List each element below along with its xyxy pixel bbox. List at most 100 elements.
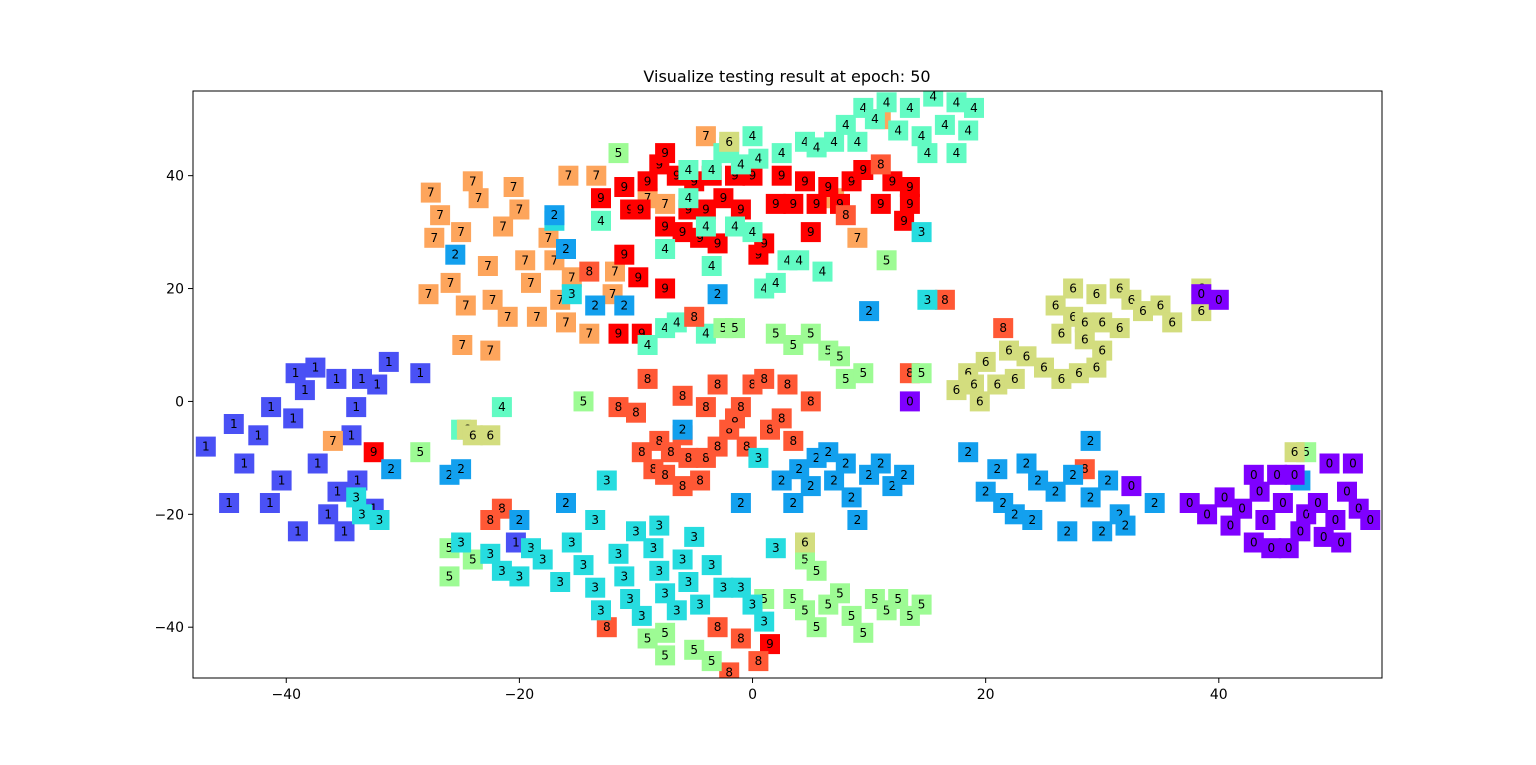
data-point-label: 3 xyxy=(615,547,623,561)
data-point-label: 5 xyxy=(772,327,780,341)
data-point-label: 7 xyxy=(475,191,483,205)
data-point-label: 1 xyxy=(254,428,262,442)
data-point: 7 xyxy=(521,272,541,293)
data-point-marker xyxy=(585,510,606,530)
data-point-marker xyxy=(480,340,501,361)
data-point: 6 xyxy=(1045,295,1066,316)
data-point-label: 0 xyxy=(906,394,914,408)
data-point: 4 xyxy=(923,91,944,107)
data-point-label: 9 xyxy=(906,180,914,194)
data-point: 4 xyxy=(806,137,827,158)
chart-title: Visualize testing result at epoch: 50 xyxy=(643,67,930,86)
data-point: 4 xyxy=(771,143,792,164)
data-point-label: 8 xyxy=(842,208,850,222)
data-point: 0 xyxy=(1179,493,1200,513)
data-point-label: 9 xyxy=(731,169,739,183)
y-tick-label: 0 xyxy=(175,394,184,410)
data-point-marker xyxy=(754,368,775,389)
data-point-marker xyxy=(783,335,804,355)
data-point-label: 6 xyxy=(993,378,1001,392)
data-point-marker xyxy=(1284,464,1305,485)
data-point: 3 xyxy=(509,566,530,587)
data-point-label: 3 xyxy=(632,524,640,538)
data-point-label: 4 xyxy=(894,124,902,138)
data-point-label: 5 xyxy=(615,146,623,160)
data-point-label: 5 xyxy=(731,321,739,335)
data-point: 6 xyxy=(1068,363,1089,384)
data-point: 1 xyxy=(318,504,339,525)
data-point: 6 xyxy=(1092,312,1113,333)
data-point-label: 9 xyxy=(749,169,757,183)
data-point: 7 xyxy=(515,250,536,271)
data-point: 0 xyxy=(1220,515,1241,536)
data-point: 7 xyxy=(526,306,547,327)
data-point: 8 xyxy=(660,442,681,463)
data-point-label: 8 xyxy=(778,411,786,425)
data-point: 1 xyxy=(271,470,292,491)
data-point: 8 xyxy=(993,318,1014,339)
data-point: 2 xyxy=(975,481,996,502)
data-point-label: 5 xyxy=(789,592,797,606)
data-point: 2 xyxy=(958,442,979,463)
data-point-marker xyxy=(1004,504,1025,525)
data-point-label: 8 xyxy=(877,157,885,171)
data-point: 0 xyxy=(1197,504,1218,525)
data-point-marker xyxy=(1342,453,1363,474)
data-point: 2 xyxy=(445,244,466,265)
data-point-marker xyxy=(1255,510,1276,530)
data-point-label: 6 xyxy=(1093,361,1101,375)
data-point-label: 3 xyxy=(457,536,465,550)
data-point-marker xyxy=(812,261,833,282)
data-point-label: 5 xyxy=(824,598,832,612)
data-point-label: 3 xyxy=(568,536,576,550)
data-point-marker xyxy=(1016,453,1037,474)
data-point-label: 9 xyxy=(766,637,774,651)
data-point-label: 0 xyxy=(1279,496,1287,510)
data-point-label: 9 xyxy=(755,248,763,262)
data-point-marker xyxy=(480,543,501,564)
data-point-marker xyxy=(800,476,821,497)
data-point: 0 xyxy=(1331,532,1352,553)
data-point-label: 9 xyxy=(634,270,642,284)
data-point-label: 4 xyxy=(702,327,710,341)
data-point-label: 9 xyxy=(900,214,908,228)
data-point: 6 xyxy=(1074,329,1095,350)
data-point-label: 4 xyxy=(772,276,780,290)
data-point-marker xyxy=(550,572,571,592)
data-point-marker xyxy=(672,385,693,406)
data-point: 3 xyxy=(585,510,606,530)
data-point-marker xyxy=(760,634,780,655)
data-point-marker xyxy=(1080,487,1101,508)
data-point-label: 2 xyxy=(1087,490,1095,504)
data-point-label: 1 xyxy=(416,366,424,380)
data-point: 0 xyxy=(1290,521,1311,542)
data-point-label: 3 xyxy=(580,558,588,572)
data-point: 5 xyxy=(911,363,932,384)
data-point-marker xyxy=(707,233,728,254)
data-point-label: 6 xyxy=(953,383,961,397)
data-point-marker xyxy=(477,256,498,276)
data-point-marker xyxy=(987,374,1008,395)
data-point-label: 8 xyxy=(685,451,693,465)
data-point-marker xyxy=(818,442,839,463)
data-point: 2 xyxy=(1004,504,1025,525)
data-point: 8 xyxy=(707,374,728,395)
data-point: 3 xyxy=(614,566,635,587)
data-point-marker xyxy=(544,205,565,226)
data-point: 3 xyxy=(748,447,769,468)
data-point: 0 xyxy=(1232,498,1253,519)
data-point-label: 2 xyxy=(824,445,832,459)
data-point-label: 6 xyxy=(1168,315,1176,329)
data-point: 0 xyxy=(1255,510,1276,530)
data-point: 8 xyxy=(695,397,716,418)
data-point-marker xyxy=(1267,464,1288,485)
data-point: 6 xyxy=(462,425,483,446)
data-point-marker xyxy=(730,493,751,513)
data-point: 2 xyxy=(556,239,576,259)
data-point-marker xyxy=(614,244,635,265)
data-point-marker xyxy=(521,272,541,293)
data-point-marker xyxy=(480,425,501,446)
data-point-marker xyxy=(678,572,699,592)
data-point-label: 0 xyxy=(1355,502,1363,516)
data-point-label: 6 xyxy=(1157,299,1165,313)
